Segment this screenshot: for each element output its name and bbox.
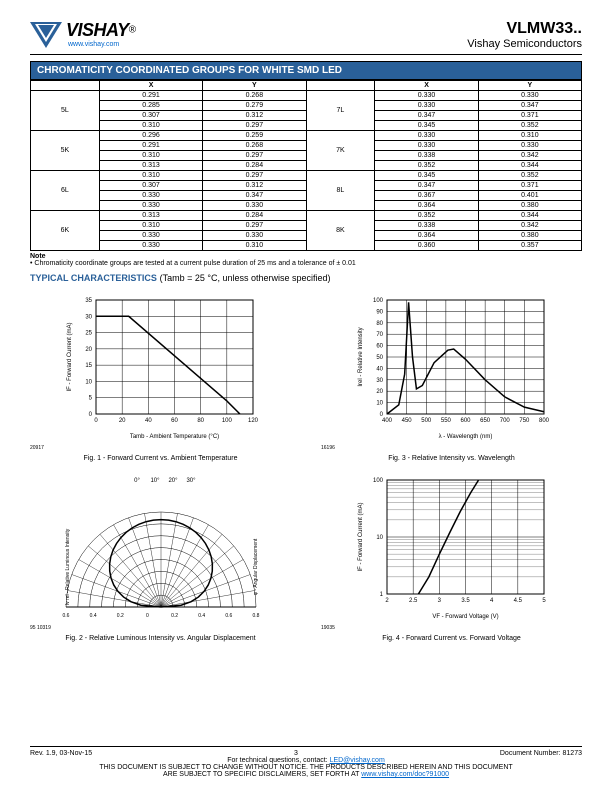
fig2-caption: Fig. 2 - Relative Luminous Intensity vs.… [30, 635, 291, 642]
vishay-logo [30, 22, 62, 50]
svg-text:450: 450 [401, 418, 412, 424]
table-title: CHROMATICITY COORDINATED GROUPS FOR WHIT… [30, 61, 582, 80]
svg-text:φ - Angular Displacement: φ - Angular Displacement [253, 538, 259, 595]
svg-text:2: 2 [385, 598, 389, 604]
fig3-chart: 4004505005506006507007508000102030405060… [352, 292, 552, 442]
svg-text:0: 0 [146, 613, 149, 619]
svg-text:100: 100 [372, 478, 383, 484]
chromaticity-table: X Y X Y 5L0.2910.2687L0.3300.3300.2850.2… [30, 80, 582, 251]
svg-text:600: 600 [460, 418, 471, 424]
svg-text:800: 800 [538, 418, 549, 424]
svg-text:700: 700 [499, 418, 510, 424]
svg-text:10: 10 [85, 379, 92, 385]
svg-text:80: 80 [197, 418, 204, 424]
svg-text:20: 20 [85, 347, 92, 353]
subtitle: Vishay Semiconductors [467, 38, 582, 50]
fig1-block: 0 20 40 60 80 100 120 0 5 10 15 20 25 30 35 Tamb - Ambi… [30, 292, 291, 462]
page-footer: Rev. 1.9, 03-Nov-15 3 Document Number: 8… [30, 746, 582, 778]
fig4-chart: 2 2.5 3 3.5 4 4.5 5 1 10 100 VF - Forward Voltage … [352, 472, 552, 622]
charts-grid: 02040608010012005101520253035Tamb - Ambi… [30, 292, 582, 642]
svg-text:60: 60 [376, 344, 383, 350]
svg-text:400: 400 [381, 418, 392, 424]
brand-url[interactable]: www.vishay.com [68, 41, 136, 48]
svg-text:50: 50 [376, 355, 383, 361]
svg-text:70: 70 [376, 332, 383, 338]
svg-text:5: 5 [88, 396, 92, 402]
svg-text:10: 10 [376, 535, 383, 541]
svg-text:0.2: 0.2 [116, 613, 123, 619]
svg-text:20: 20 [376, 389, 383, 395]
svg-text:40: 40 [376, 366, 383, 372]
svg-text:40: 40 [144, 418, 151, 424]
svg-text:0.8: 0.8 [252, 613, 259, 619]
fig1-chart: 0 20 40 60 80 100 120 0 5 10 15 20 25 30 35 Tamb - Ambi… [61, 292, 261, 442]
fig2-chart: 0° 10° 20° 30° 0.6 0.4 0.2 0 0.2 0.4 0.6 0.8 Iv rel … [61, 472, 261, 622]
svg-text:0.6: 0.6 [225, 613, 232, 619]
svg-text:λ - Wavelength (nm): λ - Wavelength (nm) [438, 434, 492, 440]
svg-text:25: 25 [85, 331, 92, 337]
note: Note • Chromaticity coordinate groups ar… [30, 253, 582, 267]
svg-text:Irel - Relative Intensity: Irel - Relative Intensity [358, 327, 364, 386]
fig2-block: 0° 10° 20° 30° 0.6 0.4 0.2 0 0.2 0.4 0.6 0.8 Iv rel … [30, 472, 291, 642]
svg-text:0.6: 0.6 [62, 613, 69, 619]
svg-text:4.5: 4.5 [513, 598, 522, 604]
svg-text:60: 60 [171, 418, 178, 424]
fig1-caption: Fig. 1 - Forward Current vs. Ambient Tem… [30, 455, 291, 462]
svg-text:30: 30 [376, 378, 383, 384]
svg-text:0: 0 [88, 412, 92, 418]
typical-characteristics-heading: TYPICAL CHARACTERISTICS (Tamb = 25 °C, u… [30, 273, 582, 284]
svg-text:20°: 20° [168, 478, 178, 484]
svg-text:3: 3 [437, 598, 441, 604]
svg-text:35: 35 [85, 298, 92, 304]
svg-text:0.4: 0.4 [198, 613, 205, 619]
contact-email[interactable]: LED@vishay.com [330, 757, 385, 764]
svg-text:0.2: 0.2 [171, 613, 178, 619]
svg-text:Iv rel - Relative Luminous Int: Iv rel - Relative Luminous Intensity [65, 528, 71, 605]
svg-text:550: 550 [440, 418, 451, 424]
svg-text:10°: 10° [150, 478, 160, 484]
svg-text:80: 80 [376, 321, 383, 327]
part-number: VLMW33.. [467, 20, 582, 38]
svg-text:0°: 0° [134, 478, 140, 484]
svg-text:2.5: 2.5 [408, 598, 417, 604]
svg-text:0.4: 0.4 [89, 613, 96, 619]
svg-text:10: 10 [376, 401, 383, 407]
svg-text:VF - Forward Voltage (V): VF - Forward Voltage (V) [432, 614, 498, 620]
svg-text:30: 30 [85, 314, 92, 320]
svg-text:20: 20 [118, 418, 125, 424]
svg-text:Tamb - Ambient Temperature (°C: Tamb - Ambient Temperature (°C) [129, 434, 218, 440]
svg-text:90: 90 [376, 309, 383, 315]
disclaimer-url[interactable]: www.vishay.com/doc?91000 [361, 771, 449, 778]
fig3-caption: Fig. 3 - Relative Intensity vs. Waveleng… [321, 455, 582, 462]
svg-text:500: 500 [421, 418, 432, 424]
svg-text:100: 100 [372, 298, 383, 304]
fig3-block: 4004505005506006507007508000102030405060… [321, 292, 582, 462]
svg-text:30°: 30° [186, 478, 196, 484]
page-number: 3 [294, 750, 298, 757]
revision: Rev. 1.9, 03-Nov-15 [30, 750, 92, 757]
svg-text:3.5: 3.5 [461, 598, 470, 604]
svg-text:4: 4 [489, 598, 493, 604]
svg-text:IF - Forward Current (mA): IF - Forward Current (mA) [67, 322, 73, 391]
svg-text:650: 650 [480, 418, 491, 424]
svg-text:750: 750 [519, 418, 530, 424]
doc-number: Document Number: 81273 [500, 750, 582, 757]
header-right: VLMW33.. Vishay Semiconductors [467, 20, 582, 50]
svg-text:100: 100 [221, 418, 232, 424]
fig4-block: 2 2.5 3 3.5 4 4.5 5 1 10 100 VF - Forward Voltage … [321, 472, 582, 642]
svg-text:15: 15 [85, 363, 92, 369]
fig4-caption: Fig. 4 - Forward Current vs. Forward Vol… [321, 635, 582, 642]
page-header: VISHAY® www.vishay.com VLMW33.. Vishay S… [30, 20, 582, 55]
brand-text: VISHAY [66, 20, 129, 40]
svg-text:IF - Forward Current (mA): IF - Forward Current (mA) [358, 502, 364, 571]
svg-text:120: 120 [247, 418, 258, 424]
svg-text:0: 0 [94, 418, 98, 424]
svg-text:1: 1 [379, 592, 383, 598]
header-left: VISHAY® www.vishay.com [30, 20, 136, 50]
svg-text:5: 5 [542, 598, 546, 604]
reg-mark: ® [129, 24, 136, 35]
